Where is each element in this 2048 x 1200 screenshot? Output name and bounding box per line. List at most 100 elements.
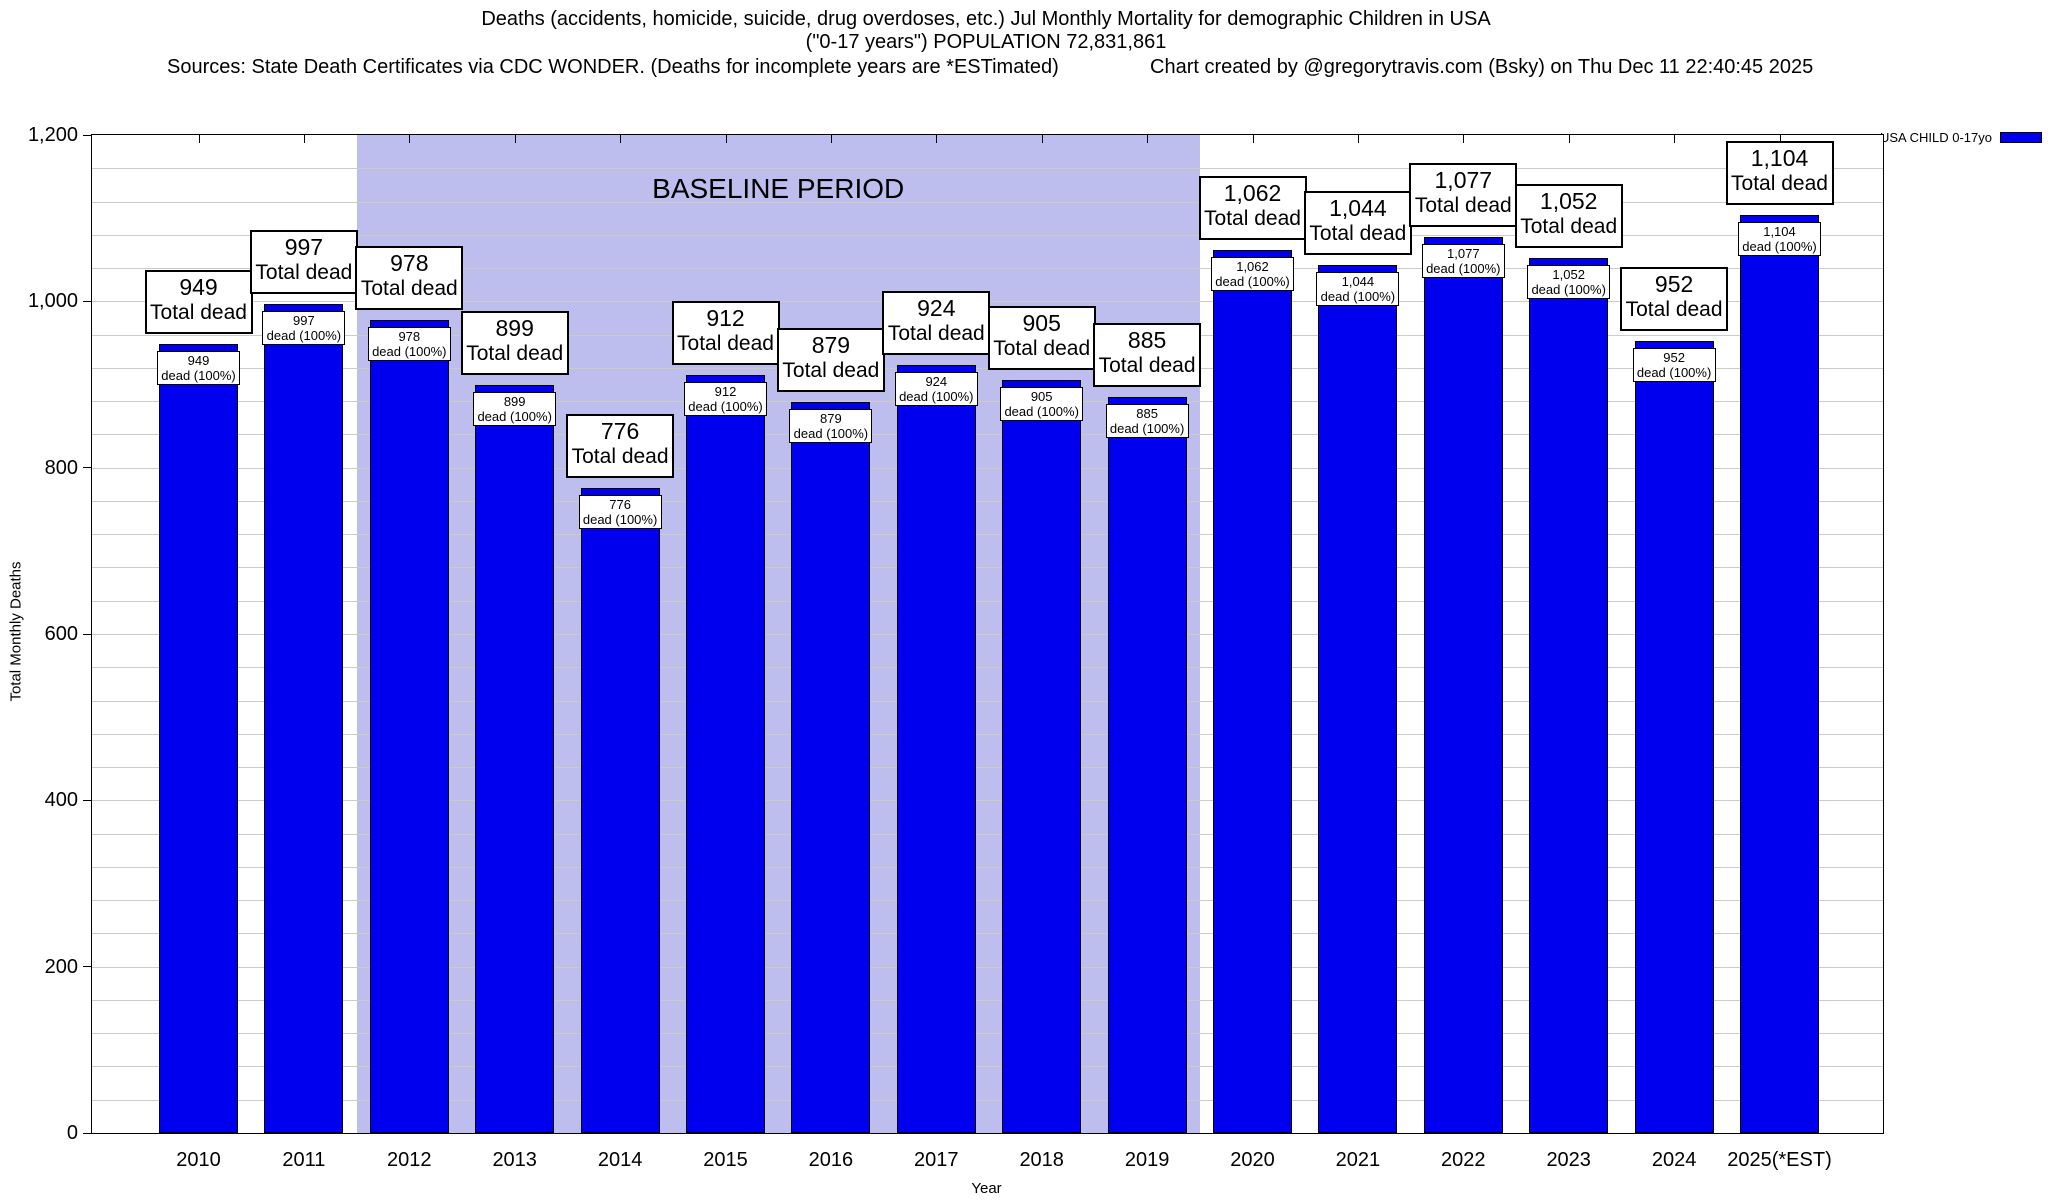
bar-inner-label: 912 dead (100%)	[684, 381, 767, 416]
bar	[264, 303, 344, 1133]
legend-label: USA CHILD 0-17yo	[1880, 130, 1992, 145]
grid-line	[92, 434, 1883, 436]
bar-total-label: 905 Total dead	[987, 306, 1096, 371]
bar-total-label: 978 Total dead	[355, 245, 464, 310]
x-tick-label: 2012	[387, 1149, 432, 1171]
top-tick-mark	[1674, 135, 1676, 143]
grid-line	[92, 933, 1883, 935]
legend-swatch	[2000, 132, 2042, 143]
top-tick-mark	[1463, 135, 1465, 143]
bar-total-label: 949 Total dead	[144, 269, 253, 334]
grid-line	[92, 500, 1883, 502]
bar-inner-label: 1,062 dead (100%)	[1211, 256, 1294, 291]
y-tick-label: 800	[44, 456, 78, 479]
bar-inner-label: 952 dead (100%)	[1632, 348, 1716, 383]
y-tick-mark	[83, 633, 92, 635]
x-tick-label: 2017	[914, 1149, 959, 1171]
x-tick-label: 2015	[703, 1149, 748, 1171]
bar	[1318, 264, 1398, 1133]
x-axis-title: Year	[971, 1180, 1002, 1197]
top-tick-mark	[1568, 135, 1570, 143]
grid-line	[92, 1099, 1883, 1101]
bar-inner-label: 1,052 dead (100%)	[1527, 265, 1611, 300]
top-tick-mark	[1041, 135, 1043, 143]
bar-inner-label: 949 dead (100%)	[157, 350, 240, 385]
bar	[1740, 214, 1819, 1133]
bar	[1213, 249, 1292, 1133]
legend: USA CHILD 0-17yo	[1880, 130, 2042, 145]
bar	[896, 364, 976, 1133]
x-tick-label: 2024	[1651, 1149, 1697, 1171]
credit-note: Chart created by @gregorytravis.com (Bsk…	[1150, 56, 1814, 78]
bar-inner-label: 1,077 dead (100%)	[1421, 244, 1505, 279]
grid-line	[92, 634, 1883, 635]
x-tick-label: 2014	[597, 1149, 643, 1171]
grid-line	[92, 600, 1883, 602]
top-tick-mark	[1779, 135, 1781, 143]
bar-total-label: 1,077 Total dead	[1409, 163, 1518, 228]
top-tick-mark	[1357, 135, 1359, 143]
bar	[159, 343, 238, 1133]
y-tick-mark	[83, 467, 92, 469]
bar-total-label: 1,044 Total dead	[1303, 190, 1412, 255]
grid-line	[92, 234, 1883, 236]
x-tick-label: 2025(*EST)	[1727, 1149, 1832, 1171]
bar	[1107, 396, 1187, 1133]
x-tick-label: 2023	[1546, 1149, 1591, 1171]
grid-line	[92, 534, 1883, 536]
x-tick-label: 2021	[1335, 1149, 1381, 1171]
grid-line	[92, 401, 1883, 403]
grid-line	[92, 966, 1883, 968]
top-tick-mark	[514, 135, 516, 143]
grid-line	[92, 268, 1883, 270]
bar-inner-label: 997 dead (100%)	[262, 310, 346, 345]
top-tick-mark	[1252, 135, 1254, 143]
x-tick-label: 2016	[808, 1149, 854, 1171]
bar	[686, 374, 765, 1133]
plot-area: BASELINE PERIOD 0 200 400 600 800 1,000 1,200 94…	[28, 124, 1884, 1171]
grid-line	[92, 201, 1883, 203]
bar-total-label: 885 Total dead	[1093, 322, 1202, 387]
x-tick-label: 2013	[492, 1149, 537, 1171]
grid-line	[92, 168, 1883, 170]
bar-inner-label: 899 dead (100%)	[473, 392, 557, 427]
bar-inner-label: 905 dead (100%)	[1000, 387, 1084, 422]
bar	[1423, 237, 1503, 1133]
grid-line	[92, 567, 1883, 569]
y-tick-label: 200	[44, 955, 78, 978]
grid-line	[92, 733, 1883, 735]
y-tick-mark	[83, 966, 92, 968]
top-tick-mark	[409, 135, 411, 143]
bar-inner-label: 924 dead (100%)	[894, 371, 978, 406]
grid-line	[92, 767, 1883, 769]
x-tick-label: 2019	[1124, 1149, 1170, 1171]
bar	[475, 385, 555, 1133]
chart-title-line2: ("0-17 years") POPULATION 72,831,861	[805, 31, 1167, 53]
x-tick-label: 2020	[1230, 1149, 1275, 1171]
bar-inner-label: 1,044 dead (100%)	[1316, 271, 1400, 306]
x-tick-label: 2018	[1019, 1149, 1064, 1171]
x-tick-label: 2010	[176, 1149, 221, 1171]
grid-line	[92, 900, 1883, 902]
y-tick-mark	[83, 1132, 92, 1134]
bar-inner-label: 885 dead (100%)	[1105, 403, 1189, 438]
bar-total-label: 899 Total dead	[460, 311, 569, 376]
top-tick-mark	[725, 135, 727, 143]
grid-line	[92, 866, 1883, 868]
x-tick-label: 2011	[282, 1149, 326, 1171]
bar	[1634, 341, 1714, 1133]
bar-total-label: 879 Total dead	[776, 327, 885, 392]
y-tick-label: 1,000	[27, 290, 78, 313]
y-tick-label: 600	[44, 623, 78, 645]
top-tick-mark	[936, 135, 938, 143]
y-tick-mark	[83, 134, 92, 136]
grid-line	[92, 667, 1883, 669]
y-tick-label: 400	[44, 789, 78, 812]
bar-total-label: 1,104 Total dead	[1725, 140, 1834, 205]
chart-title-line1: Deaths (accidents, homicide, suicide, dr…	[481, 8, 1491, 30]
bar-inner-label: 978 dead (100%)	[367, 326, 451, 361]
bar-total-label: 997 Total dead	[249, 229, 358, 294]
sources-note: Sources: State Death Certificates via CD…	[167, 56, 1059, 78]
y-tick-mark	[83, 799, 92, 801]
bar	[580, 487, 660, 1133]
